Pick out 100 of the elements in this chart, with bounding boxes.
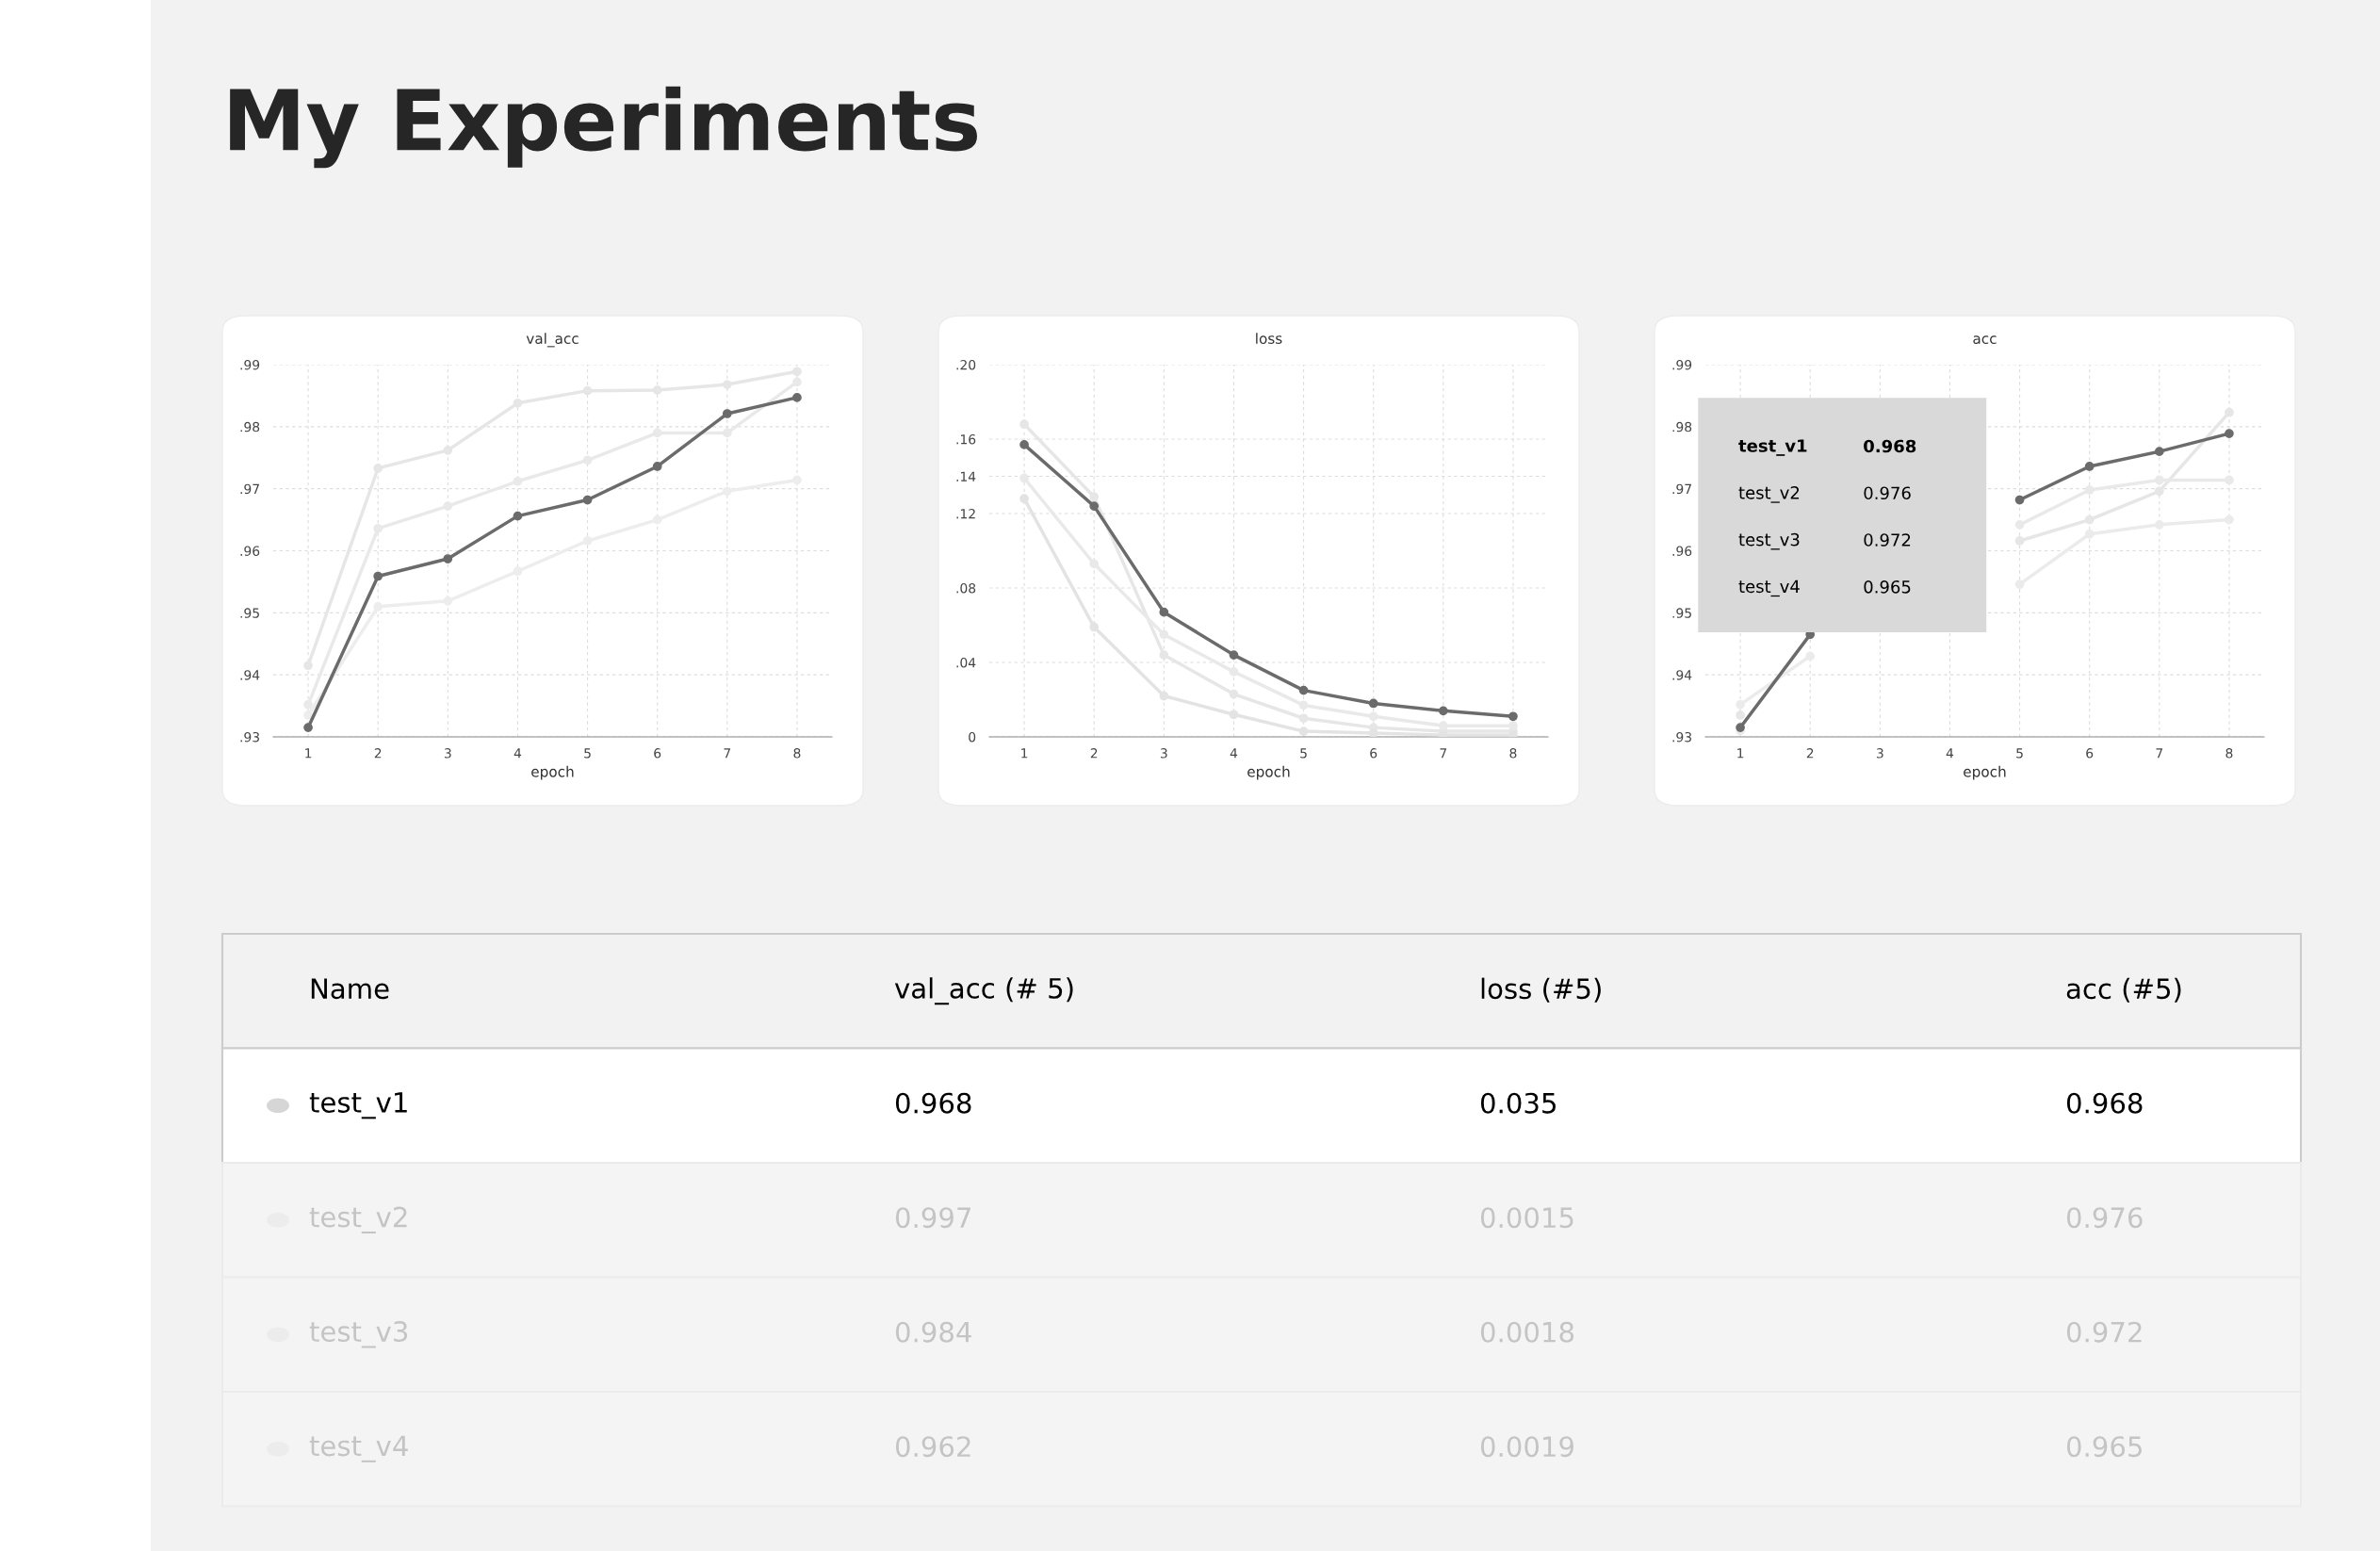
x-tick-label: 4 [1230, 748, 1238, 759]
point [373, 523, 383, 533]
x-tick-label: 1 [1737, 748, 1744, 759]
x-axis-title: epoch [1964, 765, 2006, 780]
point [1089, 622, 1100, 632]
point [1298, 685, 1309, 695]
point [792, 367, 802, 377]
point [1736, 723, 1745, 732]
point [652, 428, 662, 438]
point [1229, 667, 1239, 677]
y-tick-label: .99 [240, 359, 260, 370]
point [792, 377, 802, 387]
text: 0.968 [2066, 1092, 2143, 1114]
x-tick-label: 5 [584, 748, 591, 759]
y-tick-label: .93 [240, 731, 259, 743]
y-tick-label: .96 [1672, 546, 1692, 556]
y-tick-label: .94 [1672, 670, 1692, 680]
point [303, 723, 313, 732]
x-axis-title: epoch [531, 765, 574, 780]
point [1805, 651, 1816, 661]
y-tick-label: .98 [1672, 421, 1692, 433]
point [1368, 711, 1378, 722]
point [2154, 447, 2164, 457]
point [373, 464, 383, 473]
point [443, 501, 453, 511]
x-tick-label: 5 [2016, 748, 2023, 759]
annotation: 0.972 [1864, 533, 1911, 547]
point [722, 380, 732, 389]
point [1089, 501, 1100, 511]
x-tick-label: 2 [1806, 748, 1814, 759]
point [1159, 650, 1169, 660]
point [303, 699, 313, 710]
x-tick-label: 7 [724, 748, 731, 759]
annotation: 0.965 [1864, 580, 1911, 594]
chart-title: acc [1973, 335, 1997, 344]
chart-title: loss [1256, 333, 1282, 344]
text: 0.035 [1480, 1092, 1556, 1114]
point [2014, 495, 2025, 505]
point [2154, 475, 2164, 485]
point [303, 710, 313, 720]
x-tick-label: 3 [1160, 748, 1167, 759]
point [1019, 473, 1029, 483]
point [2154, 486, 2164, 497]
point [1019, 419, 1029, 430]
point [513, 511, 523, 521]
point [722, 428, 732, 438]
point [2084, 462, 2095, 471]
annotation: test_v2 [1738, 486, 1800, 503]
chart-title: val_acc [526, 333, 579, 348]
y-tick-label: .14 [956, 471, 976, 482]
point [582, 455, 593, 465]
x-tick-label: 8 [1509, 748, 1517, 759]
y-tick-label: .98 [240, 421, 260, 433]
x-tick-label: 7 [2156, 748, 2163, 759]
text: acc (#5) [2066, 977, 2181, 1003]
point [1089, 559, 1100, 569]
x-tick-label: 6 [2086, 748, 2094, 759]
point [1736, 710, 1745, 720]
text: 0.968 [895, 1092, 971, 1114]
point [373, 571, 383, 581]
point [1298, 713, 1309, 724]
point [582, 536, 593, 546]
x-tick-label: 8 [2225, 748, 2233, 759]
point [303, 661, 313, 671]
point [443, 554, 453, 563]
point [582, 385, 593, 396]
point [1019, 494, 1029, 504]
x-tick-label: 3 [1876, 748, 1883, 759]
y-tick-label: .95 [240, 608, 259, 618]
y-tick-label: .97 [1672, 483, 1691, 495]
point [1368, 698, 1378, 709]
x-tick-label: 6 [654, 748, 661, 759]
x-axis-title: epoch [1247, 765, 1290, 780]
text: test_v1 [309, 1092, 407, 1119]
text: loss (#5) [1481, 977, 1601, 1003]
point [582, 495, 593, 505]
point [1159, 607, 1169, 617]
point [1298, 700, 1309, 710]
point [722, 409, 732, 418]
y-tick-label: 0 [969, 731, 976, 743]
point [652, 462, 662, 471]
x-tick-label: 1 [1021, 748, 1028, 759]
point [2084, 485, 2095, 495]
point [2084, 514, 2095, 525]
point [1508, 711, 1518, 722]
point [443, 445, 453, 455]
point [1159, 691, 1169, 701]
point [1229, 650, 1239, 660]
text: val_acc (# 5) [894, 977, 1073, 1005]
annotation: test_v1 [1738, 439, 1807, 456]
x-tick-label: 2 [374, 748, 382, 759]
point [513, 566, 523, 577]
annotation: 0.968 [1864, 439, 1916, 453]
text: Name [311, 978, 389, 1000]
point [722, 486, 732, 497]
annotation: test_v3 [1738, 532, 1800, 550]
point [792, 393, 802, 402]
point [2014, 580, 2025, 589]
y-tick-label: .16 [956, 433, 976, 445]
annotation: test_v4 [1738, 580, 1800, 597]
